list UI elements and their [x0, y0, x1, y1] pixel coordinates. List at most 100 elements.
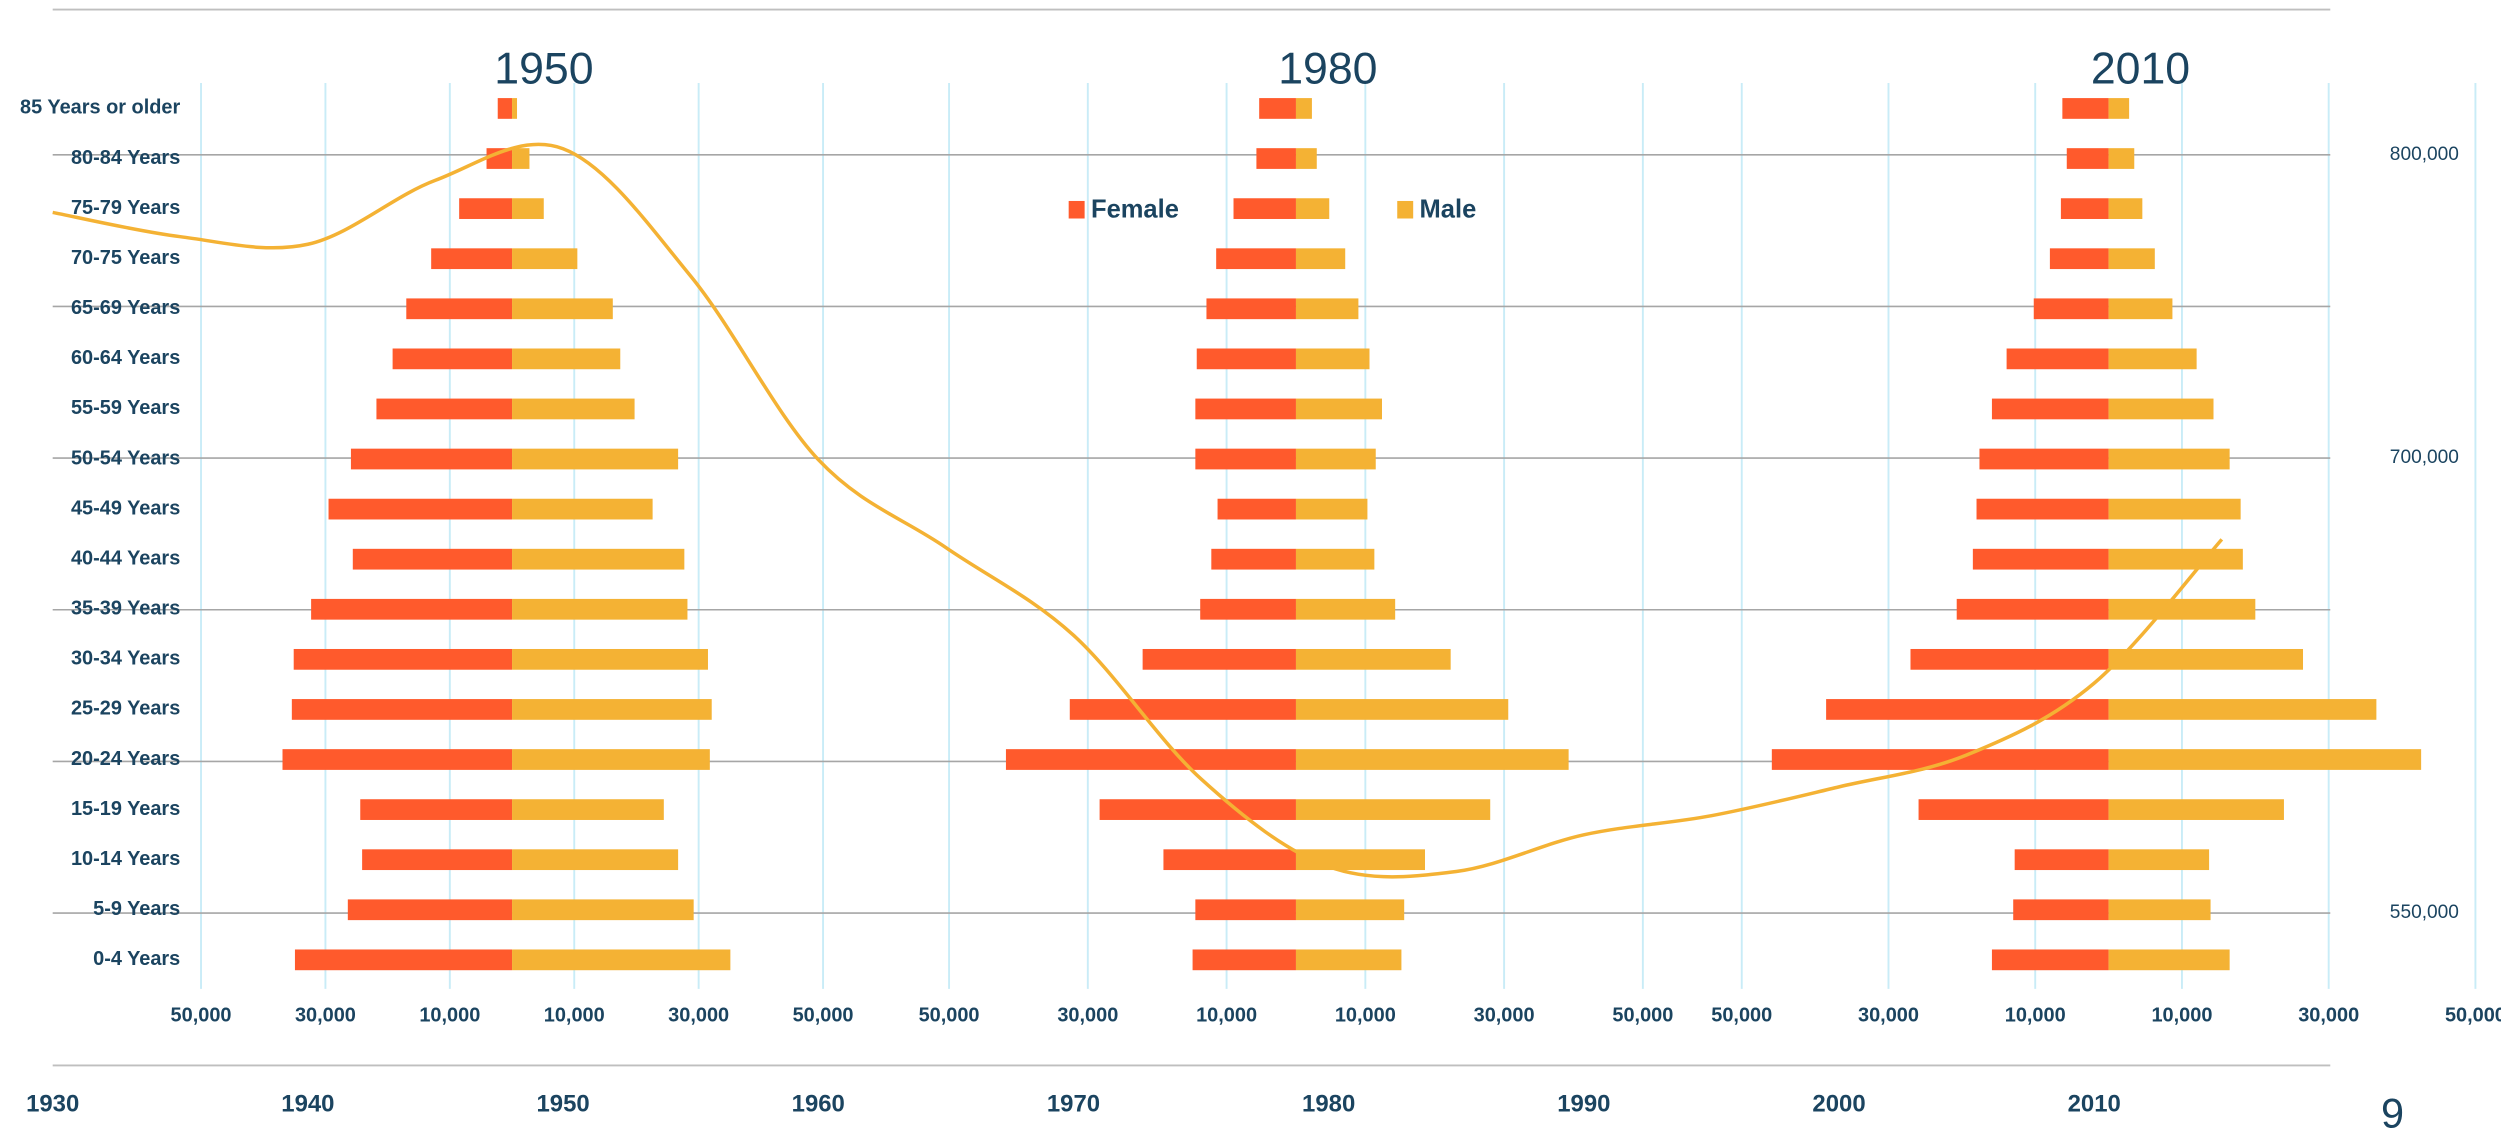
bar — [1206, 298, 1296, 320]
bar — [1956, 598, 2109, 620]
bar — [2060, 198, 2109, 219]
bar — [1195, 398, 1296, 420]
bar — [512, 749, 710, 770]
panel-title: 2010 — [2091, 45, 2190, 94]
bar — [1295, 448, 1376, 470]
panel-title: 1950 — [494, 45, 593, 94]
bar — [2108, 749, 2422, 770]
bar — [2108, 949, 2230, 971]
bar — [1256, 148, 1296, 169]
category-label: 85 Years or older — [20, 97, 180, 119]
x-tick-label: 30,000 — [295, 1004, 356, 1026]
bar — [1005, 749, 1296, 770]
category-label: 35-39 Years — [71, 598, 180, 620]
bar — [1295, 298, 1359, 320]
bar — [347, 899, 513, 921]
y2-tick-label: 800,000 — [2390, 144, 2459, 165]
bar — [2062, 98, 2109, 119]
legend-label: Female — [1091, 195, 1179, 223]
x-tick-label: 1930 — [26, 1091, 79, 1118]
bar — [2006, 348, 2109, 370]
bar — [1069, 699, 1296, 720]
bar — [311, 598, 513, 620]
bar — [431, 248, 513, 270]
marks-layer — [52, 98, 2422, 971]
y2-tick-label: 550,000 — [2390, 902, 2459, 923]
bar — [512, 248, 578, 270]
page-number: 9 — [2381, 1089, 2404, 1136]
bar — [1295, 248, 1346, 270]
bar — [512, 899, 694, 921]
bar — [376, 398, 513, 420]
x-tick-label: 50,000 — [919, 1004, 980, 1026]
bar — [1216, 248, 1296, 270]
bar — [2108, 448, 2230, 470]
bar — [512, 699, 712, 720]
category-label: 75-79 Years — [71, 197, 180, 219]
bar — [1295, 899, 1405, 921]
category-label: 55-59 Years — [71, 397, 180, 419]
x-tick-label: 50,000 — [1612, 1004, 1673, 1026]
x-tick-label: 10,000 — [2005, 1004, 2066, 1026]
x-tick-label: 30,000 — [1474, 1004, 1535, 1026]
category-label: 45-49 Years — [71, 497, 180, 519]
bar — [2033, 298, 2109, 320]
bar — [352, 548, 513, 570]
legend-swatch — [1068, 200, 1085, 219]
bar — [2108, 498, 2241, 520]
y2-tick-label: 700,000 — [2390, 447, 2459, 468]
bar — [392, 348, 513, 370]
bar — [1295, 648, 1451, 670]
bar — [512, 398, 635, 420]
bar — [1192, 949, 1296, 971]
category-label: 50-54 Years — [71, 447, 180, 469]
bar — [1910, 648, 2109, 670]
bar — [2108, 598, 2256, 620]
x-tick-label: 30,000 — [1057, 1004, 1118, 1026]
x-tick-label: 1990 — [1557, 1091, 1610, 1118]
panel-title: 1980 — [1278, 45, 1377, 94]
bar — [294, 949, 513, 971]
bar — [1295, 799, 1491, 820]
x-tick-label: 1980 — [1302, 1091, 1355, 1118]
bar — [512, 799, 664, 820]
bar — [1918, 799, 2109, 820]
x-tick-label: 50,000 — [793, 1004, 854, 1026]
bar — [1195, 448, 1296, 470]
category-label: 80-84 Years — [71, 147, 180, 169]
bar — [459, 198, 513, 219]
bar — [512, 448, 679, 470]
bar — [512, 949, 731, 971]
bar — [1976, 498, 2109, 520]
bar — [1196, 348, 1296, 370]
bar — [1295, 548, 1375, 570]
bar — [406, 298, 513, 320]
bar — [1295, 598, 1396, 620]
bar — [512, 548, 685, 570]
x-tick-label: 10,000 — [1196, 1004, 1257, 1026]
bar — [2108, 899, 2211, 921]
bar — [282, 749, 513, 770]
bar — [512, 598, 688, 620]
bar — [2049, 248, 2109, 270]
category-label: 60-64 Years — [71, 347, 180, 369]
bar — [512, 298, 613, 320]
bar — [512, 148, 530, 169]
x-tick-label: 1960 — [792, 1091, 845, 1118]
bar — [293, 648, 513, 670]
bar — [2108, 398, 2214, 420]
grid-layer — [52, 82, 2477, 1067]
bar — [2108, 548, 2243, 570]
x-tick-label: 50,000 — [1711, 1004, 1772, 1026]
bar — [1295, 949, 1402, 971]
x-tick-label: 30,000 — [668, 1004, 729, 1026]
bar — [360, 799, 513, 820]
bar — [1163, 849, 1296, 871]
bar — [1771, 749, 2109, 770]
category-label: 15-19 Years — [71, 798, 180, 820]
bar — [2108, 648, 2304, 670]
bar — [1099, 799, 1296, 820]
bar — [512, 498, 653, 520]
legend-label: Male — [1420, 195, 1477, 223]
bar — [512, 198, 544, 219]
